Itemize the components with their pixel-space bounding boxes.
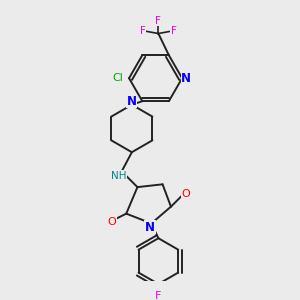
Text: Cl: Cl	[112, 73, 123, 83]
Text: F: F	[155, 16, 161, 26]
Text: F: F	[155, 291, 162, 300]
Text: N: N	[145, 220, 155, 234]
Text: O: O	[107, 217, 116, 227]
Text: F: F	[171, 26, 177, 36]
Text: F: F	[140, 26, 146, 36]
Text: NH: NH	[111, 171, 126, 181]
Text: N: N	[127, 95, 137, 108]
Text: O: O	[181, 188, 190, 199]
Text: N: N	[181, 72, 191, 85]
